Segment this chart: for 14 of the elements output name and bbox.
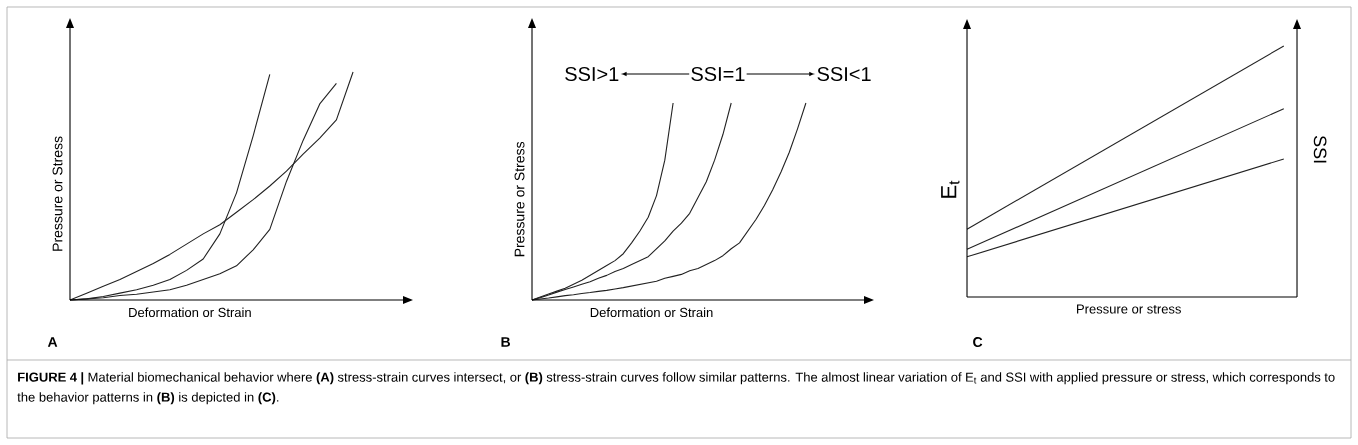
x-axis-title: Deformation or Strain [590,307,713,318]
x-axis-title: Deformation or Strain [129,307,251,318]
annotation: SSI<1 [817,66,871,82]
text: C [973,337,983,347]
text: SSI=1 [691,66,745,82]
text: A [47,337,58,347]
y-axis-title: Pressure or Stress [52,136,63,251]
y-axis-title: E$_{t}$ [941,180,960,198]
y-axis-title: Pressure or Stress [514,141,525,257]
text: FIGURE 4 | Material biomechanical behavior where (A) stress-strain curves intersect, or (B) stress-strain curves follow similar patterns. The almost linear variation of E$_{t}$ and SSI with applied pressure or stress, which corresponds to the behavior patterns in (B) is depicted in (C). [17,372,1335,405]
y2-axis-title: SSI [1313,135,1327,163]
text: B [501,337,511,347]
x-axis-title: Pressure or stress [1077,304,1181,314]
text: SSI>1 [565,66,619,82]
